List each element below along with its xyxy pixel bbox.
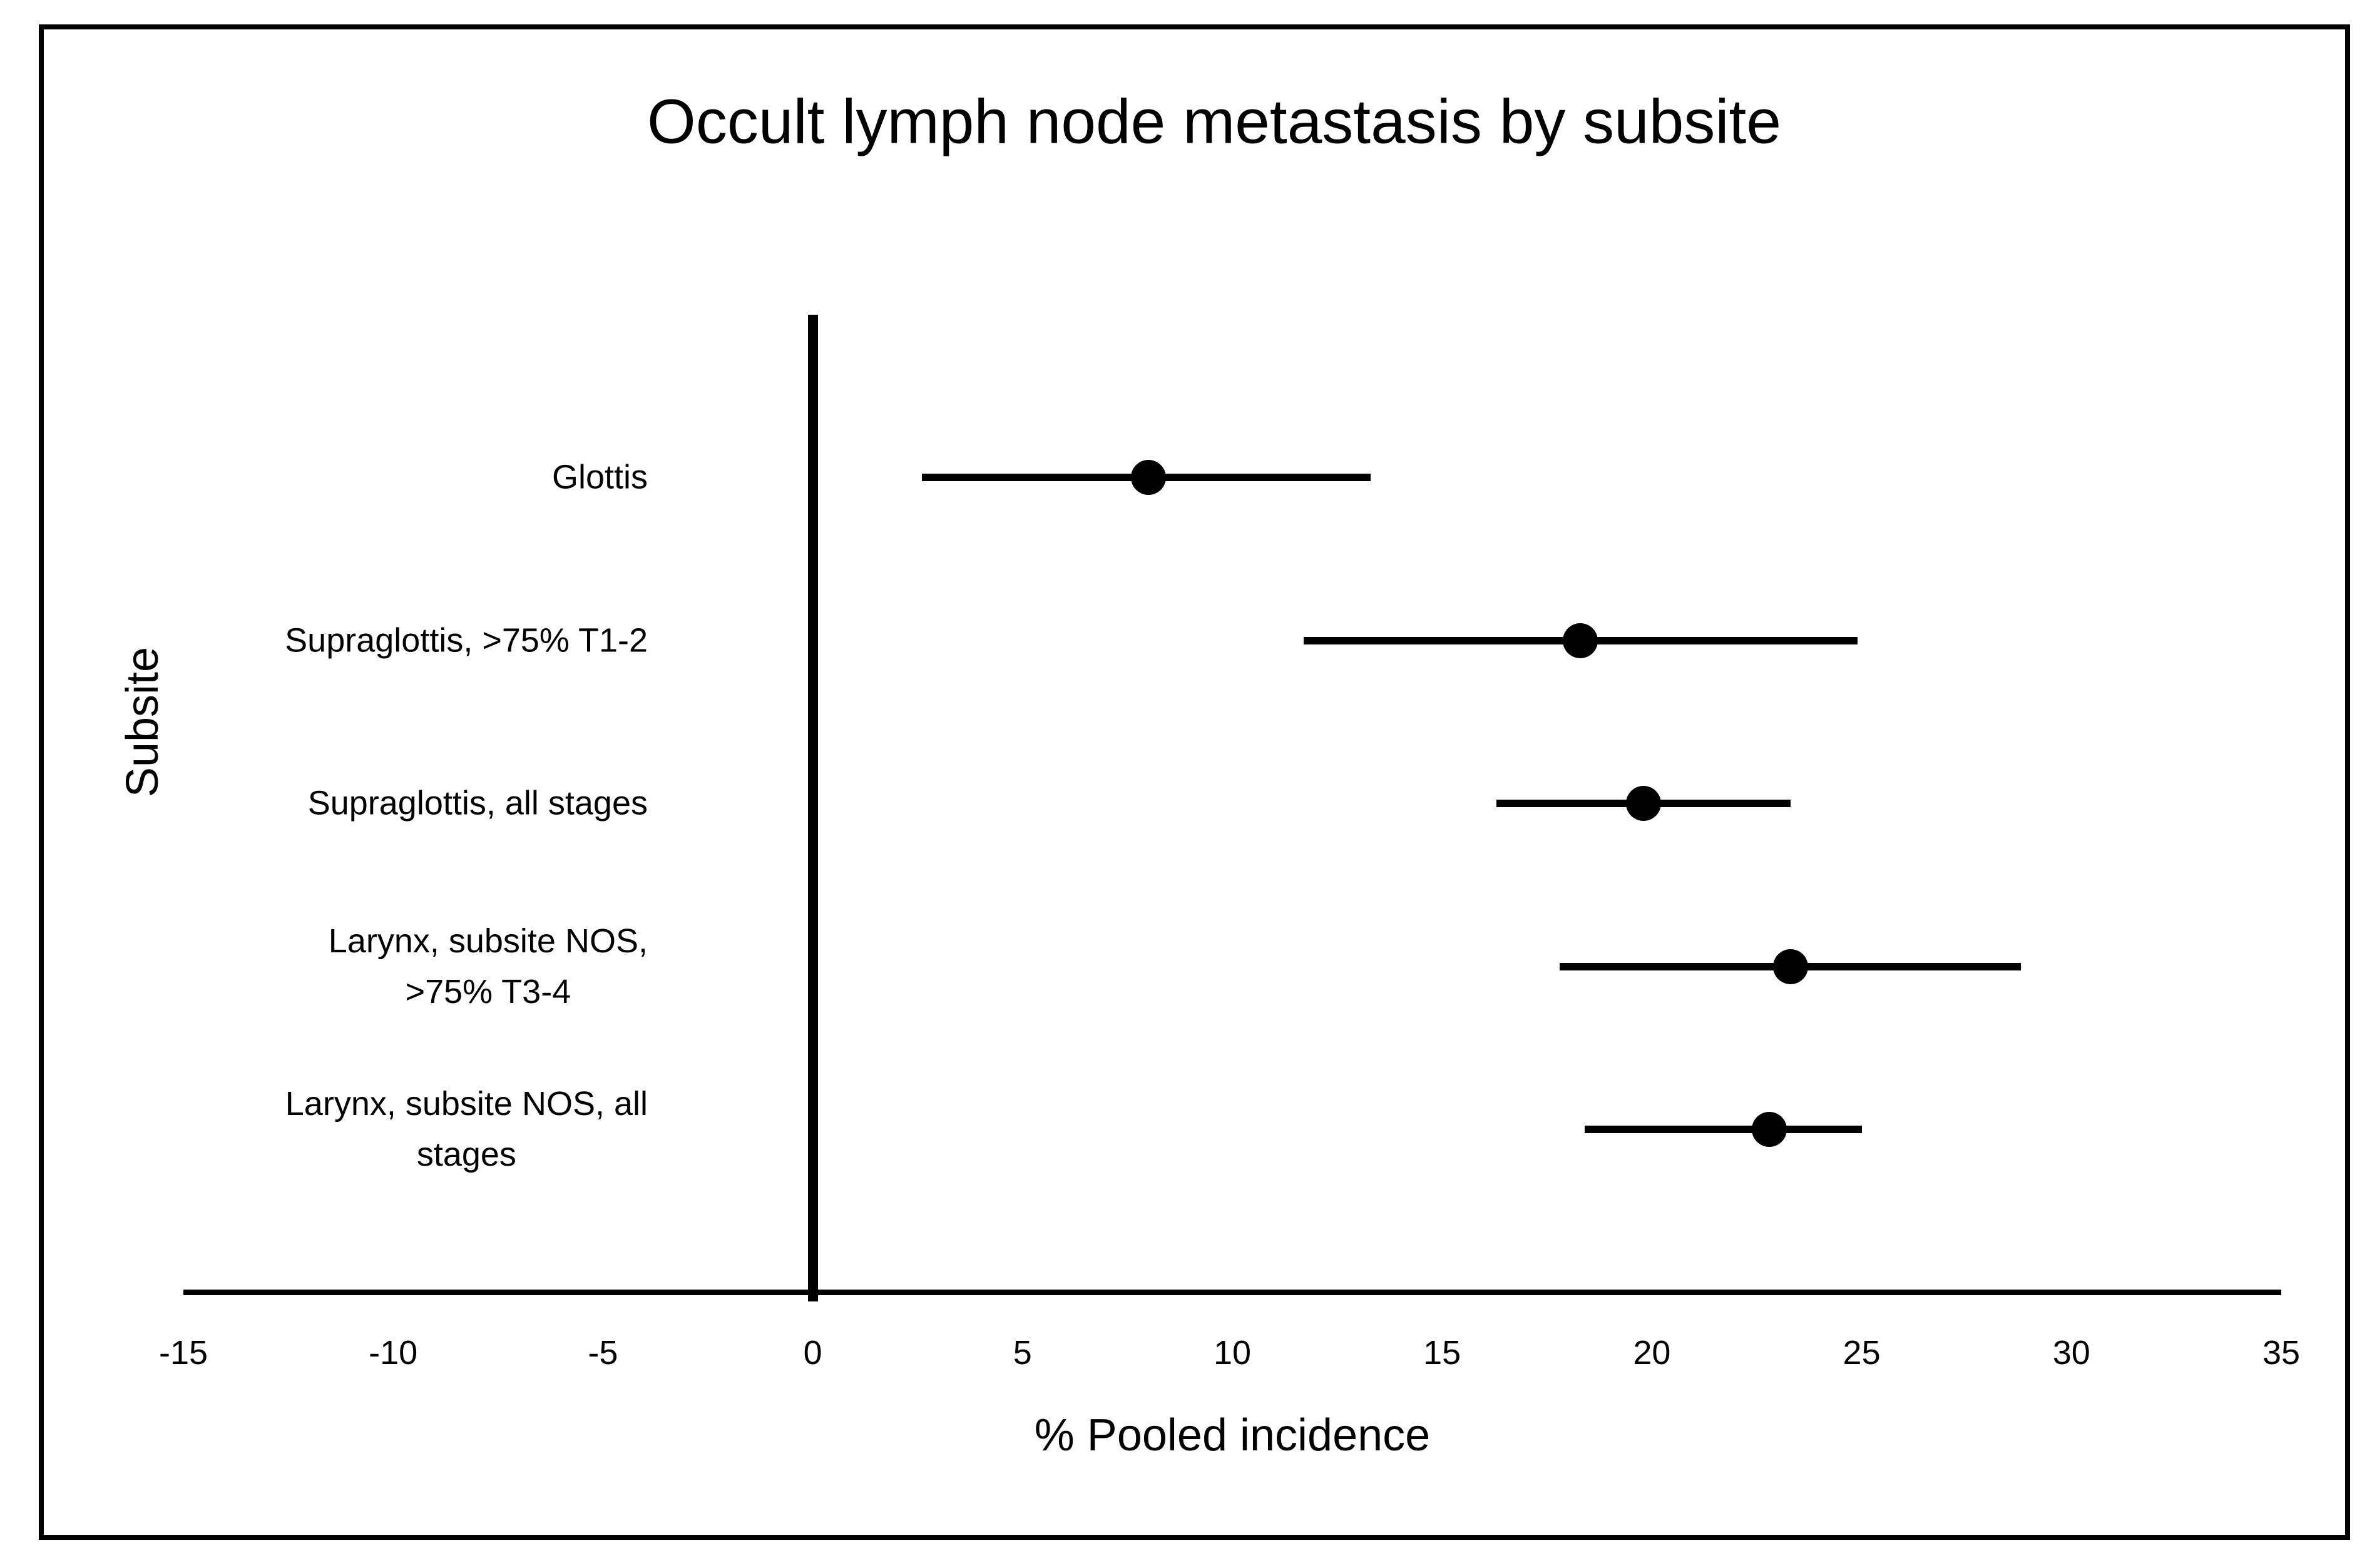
x-tick-label: 5 (1013, 1334, 1032, 1372)
ci-line (1585, 1126, 1862, 1134)
x-tick-label: -5 (588, 1334, 618, 1372)
point-marker (1752, 1112, 1787, 1148)
point-marker (1563, 623, 1598, 658)
x-tick-label: 35 (2262, 1334, 2301, 1372)
x-tick-label: 15 (1423, 1334, 1461, 1372)
x-tick-label: 20 (1633, 1334, 1671, 1372)
x-tick-label: -15 (158, 1334, 208, 1372)
point-marker (1130, 460, 1166, 496)
category-label: Larynx, subsite NOS, all stages (285, 1085, 648, 1174)
category-label: Larynx, subsite NOS, >75% T3-4 (328, 922, 648, 1011)
x-tick-label: 0 (803, 1334, 822, 1372)
x-tick-label: 30 (2052, 1334, 2090, 1372)
point-marker (1772, 949, 1808, 984)
x-axis-title: % Pooled incidence (1034, 1410, 1431, 1460)
x-axis-line (183, 1290, 2281, 1295)
category-label: Glottis (551, 458, 648, 496)
figure-border (39, 24, 2350, 1540)
zero-axis-line (807, 315, 818, 1301)
category-label: Supraglottis, >75% T1-2 (285, 621, 648, 659)
chart-title: Occult lymph node metastasis by subsite (647, 86, 1781, 157)
x-tick-label: 10 (1213, 1334, 1252, 1372)
x-tick-label: -10 (369, 1334, 418, 1372)
x-tick-label: 25 (1843, 1334, 1881, 1372)
category-label: Supraglottis, all stages (307, 784, 648, 822)
point-marker (1625, 786, 1661, 822)
